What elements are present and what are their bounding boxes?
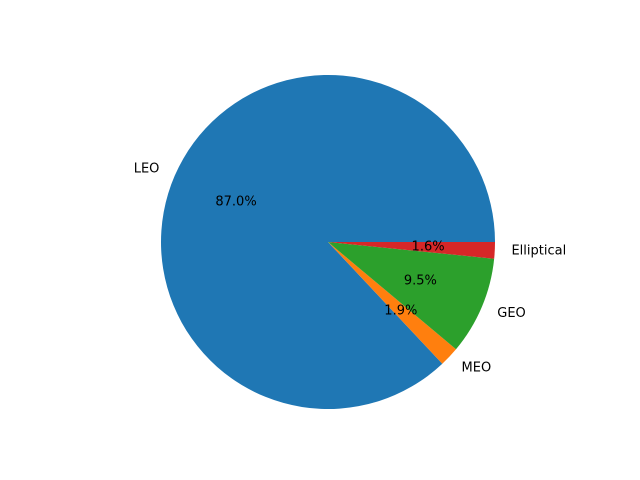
- slice-label-meo: MEO: [462, 361, 492, 376]
- pct-label-leo: 87.0%: [215, 195, 256, 210]
- pie-slice-geo: [328, 242, 495, 350]
- pie-slice-leo: [161, 75, 496, 410]
- pct-label-geo: 9.5%: [404, 273, 437, 288]
- slice-label-geo: GEO: [497, 306, 526, 321]
- labels-layer: LEO 87.0% MEO 1.9% GEO 9.5% Elliptical 1.6%: [134, 162, 567, 376]
- pct-label-meo: 1.9%: [384, 303, 417, 318]
- pie-slice-elliptical: [328, 242, 495, 259]
- pie-slice-meo: [328, 242, 457, 364]
- slice-label-elliptical: Elliptical: [511, 244, 566, 259]
- slices-layer: [161, 75, 496, 410]
- pct-label-elliptical: 1.6%: [412, 240, 445, 255]
- slice-label-leo: LEO: [134, 162, 160, 177]
